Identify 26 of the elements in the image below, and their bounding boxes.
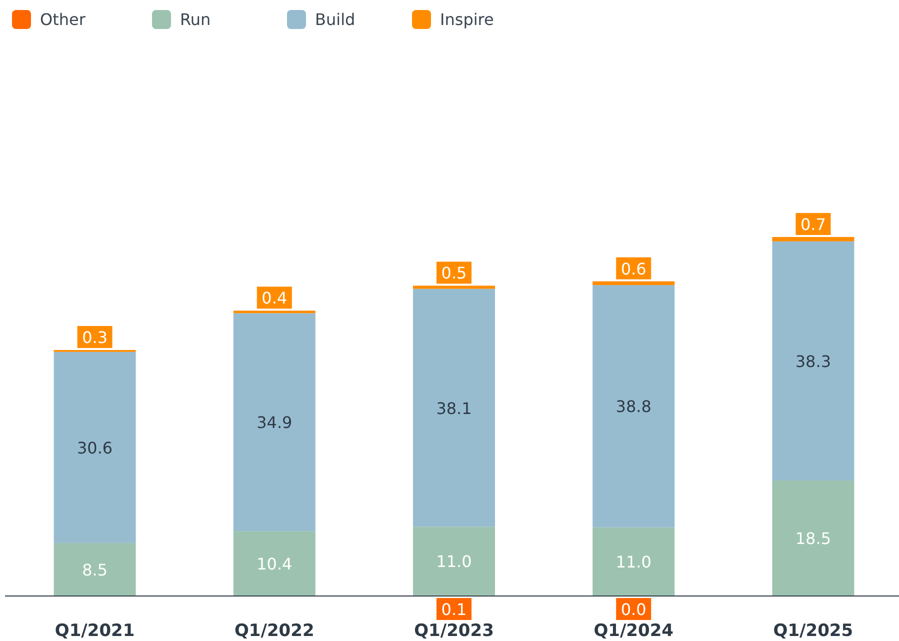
data-label: 11.0 [616, 552, 652, 572]
data-label: 0.4 [262, 288, 288, 308]
data-label: 0.7 [800, 215, 826, 234]
data-label: 0.3 [82, 328, 108, 348]
legend-label: Other [40, 10, 86, 29]
data-label: 30.6 [76, 438, 113, 458]
data-label: 11.0 [436, 552, 472, 572]
x-tick-label: Q1/2024 [594, 621, 674, 641]
data-label: 38.1 [436, 398, 472, 418]
data-label: 38.3 [795, 352, 832, 371]
legend-label: Run [180, 10, 211, 29]
legend-label: Build [315, 10, 356, 29]
x-tick-label: Q1/2021 [54, 621, 135, 641]
legend-label: Inspire [440, 10, 494, 29]
data-label: 0.5 [441, 264, 467, 283]
x-tick-label: Q1/2022 [234, 621, 314, 641]
data-label: 38.8 [616, 397, 652, 416]
data-label: 0.1 [441, 600, 467, 619]
data-label: 8.5 [82, 560, 108, 580]
x-tick-label: Q1/2025 [773, 621, 854, 641]
data-label: 10.4 [256, 554, 292, 574]
data-label: 0.6 [620, 259, 646, 278]
data-label: 0.0 [620, 600, 646, 619]
data-label: 34.9 [256, 413, 292, 432]
x-tick-label: Q1/2023 [414, 621, 494, 641]
data-label: 18.5 [795, 529, 832, 548]
